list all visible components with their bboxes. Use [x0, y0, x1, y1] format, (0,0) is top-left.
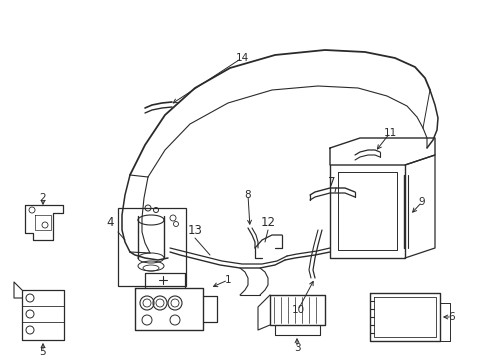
Text: 14: 14	[235, 53, 248, 63]
Text: 2: 2	[40, 193, 46, 203]
Text: 6: 6	[448, 312, 454, 322]
Text: 7: 7	[327, 175, 335, 189]
Text: 9: 9	[418, 197, 425, 207]
Text: 10: 10	[291, 305, 304, 315]
Text: 3: 3	[293, 343, 300, 353]
Text: 11: 11	[383, 128, 396, 138]
Text: 13: 13	[187, 224, 202, 237]
Text: 12: 12	[260, 216, 275, 229]
Text: 4: 4	[106, 216, 114, 229]
Text: 8: 8	[244, 190, 251, 200]
Bar	[118, 208, 185, 286]
Text: 1: 1	[224, 275, 231, 285]
Text: 5: 5	[40, 347, 46, 357]
